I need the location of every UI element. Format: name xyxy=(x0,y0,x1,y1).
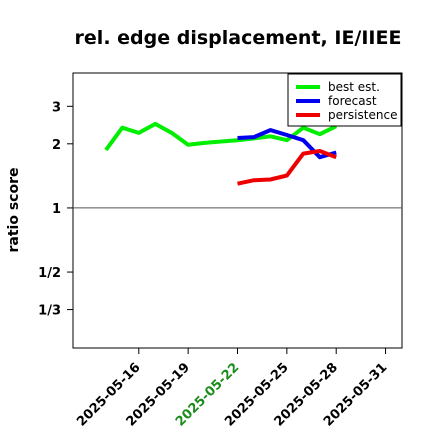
series-line-forecast xyxy=(237,128,337,160)
y-tick-label: 2 xyxy=(52,138,61,153)
legend-label: best est. xyxy=(328,80,380,94)
y-axis: 1/3 1/2 1 2 3 xyxy=(38,100,73,319)
legend-label: persistence xyxy=(328,108,397,122)
series-line-best-est xyxy=(104,121,338,152)
y-tick-label: 1/3 xyxy=(38,304,61,319)
series-line-persistence xyxy=(237,149,337,186)
y-tick-label: 1/2 xyxy=(38,266,61,281)
legend-label: forecast xyxy=(328,94,377,108)
y-tick-label: 1 xyxy=(52,202,61,217)
series-layer xyxy=(104,121,338,186)
y-axis-label: ratio score xyxy=(6,168,22,253)
y-tick-label: 3 xyxy=(52,100,61,115)
x-axis: 2025-05-162025-05-192025-05-222025-05-25… xyxy=(74,348,390,430)
chart-title: rel. edge displacement, IE/IIEE xyxy=(75,27,402,49)
